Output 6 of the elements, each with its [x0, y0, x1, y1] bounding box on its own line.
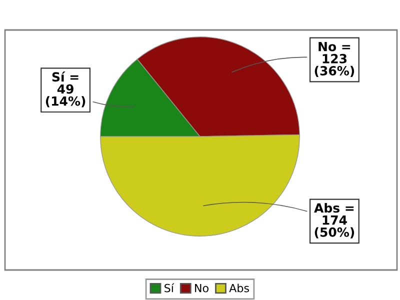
legend-label: No: [195, 284, 208, 292]
data-label: Abs = 174 (50%): [314, 203, 354, 238]
legend-label: Sí: [164, 283, 174, 292]
data-label: Sí = 49 (14%): [46, 71, 86, 108]
legend-label: Abs: [229, 284, 249, 292]
data-label: No = 123 (36%): [314, 42, 354, 77]
